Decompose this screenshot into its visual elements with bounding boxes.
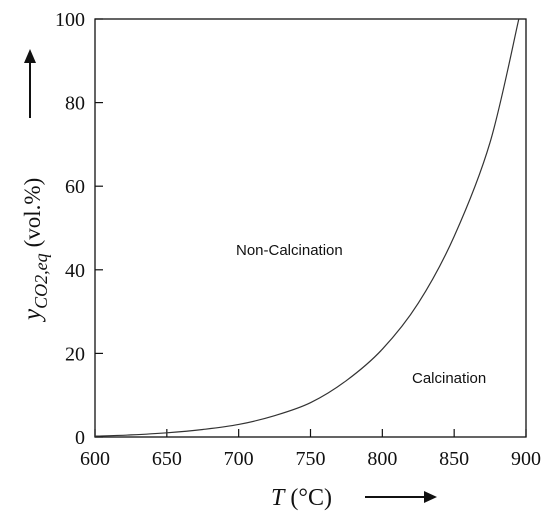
- y-axis-unit: (vol.%): [20, 178, 45, 248]
- x-tick-label: 650: [152, 448, 182, 470]
- y-tick-label: 80: [65, 93, 85, 115]
- x-tick-label: 850: [439, 448, 469, 470]
- annotation-non-calcination: Non-Calcination: [236, 242, 343, 259]
- x-axis-arrow-head: [424, 491, 437, 503]
- x-axis-unit: (°C): [290, 485, 332, 511]
- x-tick-label: 700: [224, 448, 254, 470]
- x-tick-label: 900: [511, 448, 541, 470]
- x-axis-label: T (°C): [271, 485, 437, 511]
- svg-text:yCO2,eq(vol.%): yCO2,eq (vol.%): [19, 178, 51, 323]
- tick-labels: 600 650 700 750 800 850 900 0 20 40 60 80 100: [55, 9, 541, 470]
- x-tick-label: 800: [367, 448, 397, 470]
- annotation-calcination: Calcination: [412, 370, 486, 387]
- y-tick-label: 100: [55, 9, 85, 31]
- y-tick-label: 60: [65, 176, 85, 198]
- x-axis-symbol: T: [271, 485, 286, 511]
- equilibrium-curve: [94, 18, 520, 437]
- x-tick-label: 750: [296, 448, 326, 470]
- y-axis-label: yCO2,eq (vol.%): [19, 178, 51, 323]
- y-tick-label: 0: [75, 427, 85, 449]
- axis-ticks: [94, 18, 527, 438]
- x-tick-label: 600: [80, 448, 110, 470]
- y-tick-label: 20: [65, 343, 85, 365]
- y-axis-arrow-head: [24, 49, 36, 63]
- y-axis-symbol: y: [19, 308, 46, 323]
- y-axis-subscript: CO2,eq: [31, 253, 51, 309]
- svg-text:T(°C): T (°C): [271, 485, 332, 511]
- y-tick-label: 40: [65, 260, 85, 282]
